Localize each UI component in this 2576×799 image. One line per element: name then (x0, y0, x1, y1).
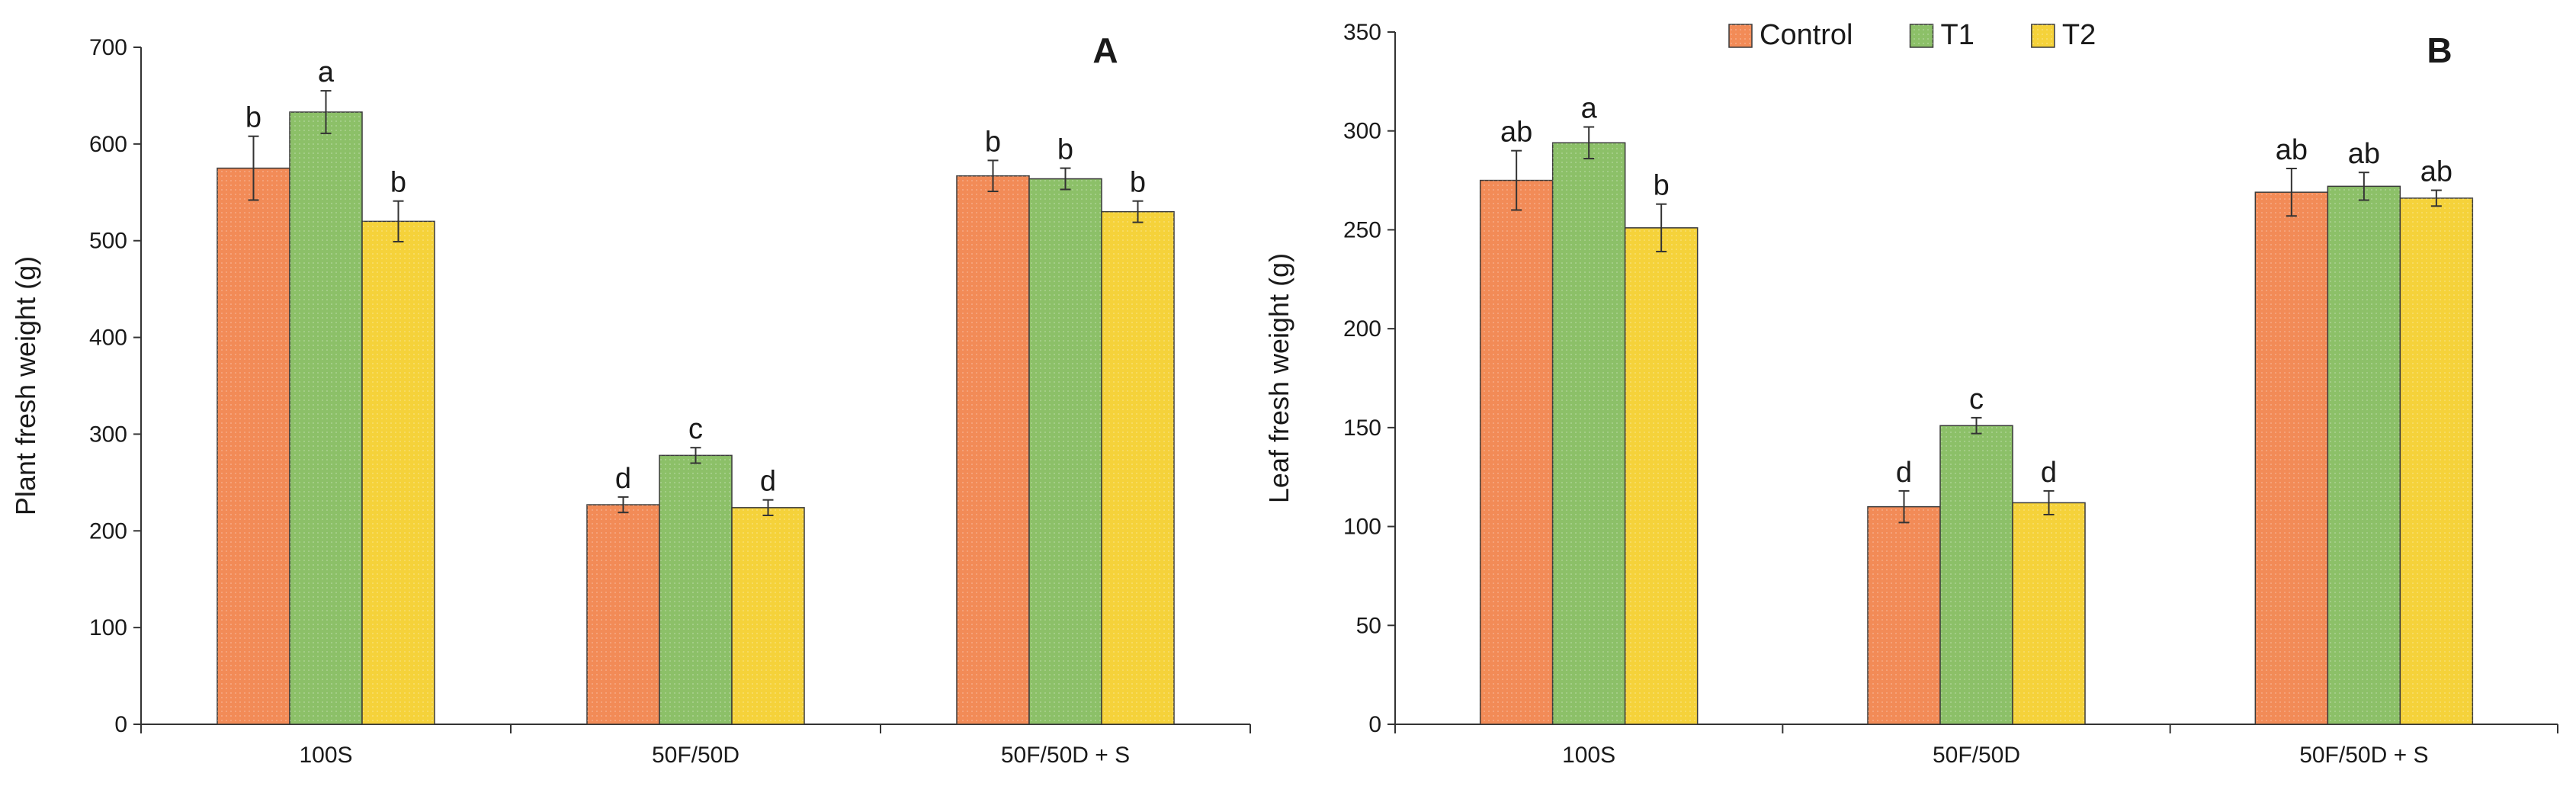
significance-letter: c (1969, 383, 1984, 416)
y-tick-label: 100 (89, 615, 127, 640)
x-tick-label: 100S (299, 743, 352, 768)
y-tick-label: 100 (1343, 515, 1381, 540)
significance-letter: ab (2276, 134, 2308, 166)
panel-label: B (2427, 30, 2452, 70)
y-axis-label: Leaf fresh weight (g) (1263, 253, 1294, 503)
bar-texture (217, 168, 290, 725)
bar-texture (2400, 197, 2473, 724)
y-tick-label: 350 (1343, 20, 1381, 45)
bar-texture (587, 505, 659, 724)
x-tick-label: 50F/50D (1933, 743, 2020, 768)
bar-texture (1029, 178, 1102, 725)
x-tick-label: 100S (1562, 743, 1615, 768)
significance-letter: b (985, 126, 1001, 158)
significance-letter: ab (2348, 138, 2380, 170)
bar-texture (1868, 506, 1940, 724)
y-tick-label: 600 (89, 132, 127, 157)
bar-texture (2327, 186, 2401, 725)
bar-texture (1625, 227, 1698, 724)
x-tick-label: 50F/50D + S (2299, 743, 2428, 768)
significance-letter: c (688, 413, 703, 445)
bar-texture (1552, 143, 1625, 724)
significance-letter: ab (2420, 156, 2452, 188)
bar-texture (2013, 502, 2085, 724)
legend-swatch-texture (2031, 24, 2055, 47)
significance-letter: a (1581, 93, 1598, 125)
significance-letter: d (615, 463, 631, 495)
y-tick-label: 400 (89, 326, 127, 351)
panel-b-chart: 0 50 100 150 200 250 300 350 Leaf fresh weight (… (1263, 19, 2558, 768)
significance-letter: b (1130, 167, 1146, 199)
x-tick-label: 50F/50D (652, 743, 739, 768)
bar-texture (1102, 211, 1174, 725)
bar-texture (290, 111, 362, 725)
significance-letter: b (245, 102, 261, 134)
significance-letter: d (1896, 457, 1912, 489)
bar-texture (1480, 180, 1553, 725)
y-tick-label: 200 (1343, 316, 1381, 342)
bar-texture (362, 221, 435, 724)
y-tick-label: 300 (1343, 119, 1381, 144)
significance-letter: a (318, 56, 335, 88)
y-tick-label: 0 (1368, 712, 1381, 737)
panel-a-chart: 0 100 200 300 400 500 600 700 Plant fresh weight… (10, 30, 1251, 768)
y-tick-label: 150 (1343, 416, 1381, 441)
significance-letter: d (2041, 457, 2057, 489)
x-tick-label: 50F/50D + S (1001, 743, 1130, 768)
panel-label: A (1092, 30, 1118, 70)
y-tick-label: 300 (89, 422, 127, 447)
significance-letter: ab (1500, 117, 1532, 149)
y-tick-label: 500 (89, 229, 127, 254)
legend-swatch-texture (1729, 24, 1752, 47)
significance-letter: d (760, 466, 776, 498)
y-tick-label: 200 (89, 518, 127, 544)
bar-texture (2255, 192, 2328, 724)
bar-texture (957, 175, 1029, 725)
y-tick-label: 50 (1356, 613, 1381, 638)
y-tick-label: 250 (1343, 217, 1381, 242)
significance-letter: b (1654, 170, 1670, 202)
legend-label: T2 (2062, 19, 2096, 51)
legend-label: T1 (1941, 19, 1975, 51)
y-axis-label: Plant fresh weight (g) (10, 256, 41, 515)
significance-letter: b (390, 167, 406, 199)
legend-swatch-texture (1910, 24, 1933, 47)
legend-label: Control (1760, 19, 1853, 51)
y-tick-label: 700 (89, 35, 127, 60)
bar-texture (1940, 425, 2013, 724)
bar-texture (659, 455, 732, 724)
significance-letter: b (1057, 134, 1073, 166)
y-tick-label: 0 (114, 712, 127, 737)
bar-texture (732, 507, 804, 724)
